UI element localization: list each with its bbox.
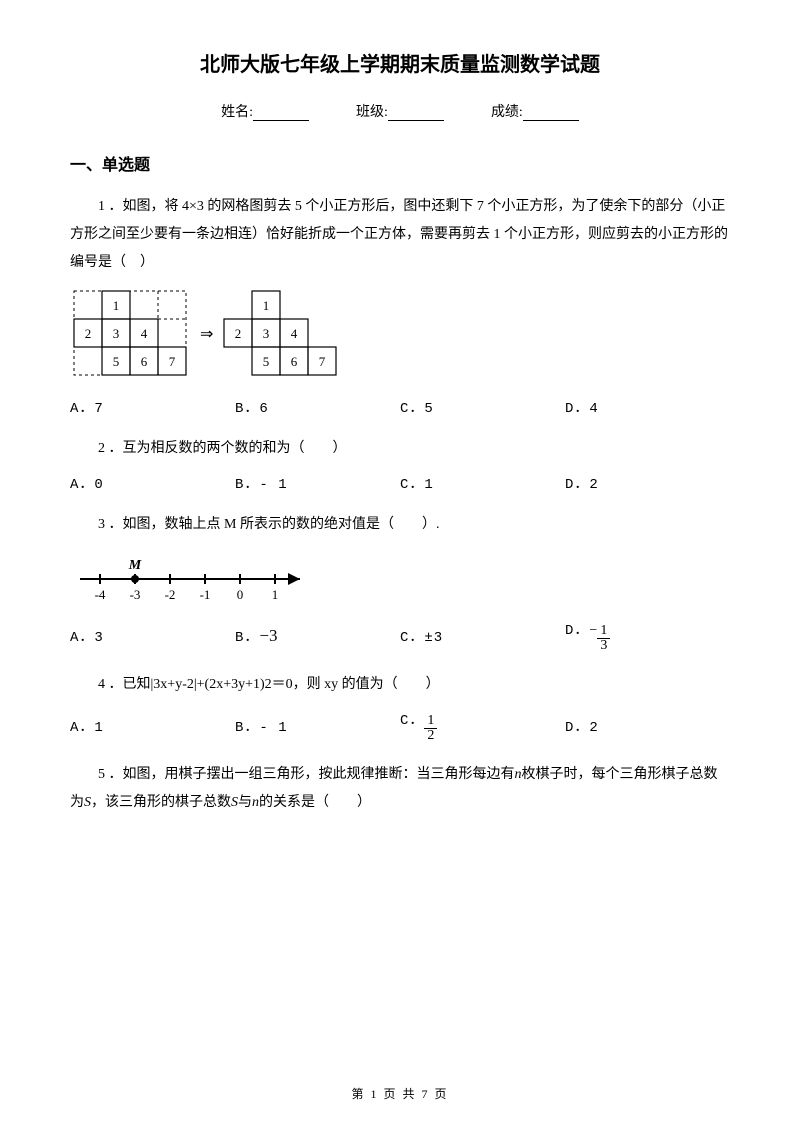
q3-opt-b: B．	[235, 626, 259, 646]
q5-text: 5 ．如图，用棋子摆出一组三角形，按此规律推断：当三角形每边有n枚棋子时，每个三…	[70, 761, 730, 817]
svg-text:6: 6	[141, 354, 148, 369]
q2-opt-d: D．2	[565, 473, 599, 493]
q3-opt-d: D．	[565, 619, 589, 639]
q4-opt-b: B．- 1	[235, 716, 288, 736]
svg-text:M: M	[128, 558, 142, 573]
page-title: 北师大版七年级上学期期末质量监测数学试题	[70, 48, 730, 77]
q1-text: 1 ．如图，将 4×3 的网格图剪去 5 个小正方形后，图中还剩下 7 个小正方…	[70, 193, 730, 277]
svg-text:1: 1	[263, 298, 270, 313]
q4-opt-c-frac: 12	[424, 714, 437, 743]
svg-text:2: 2	[85, 326, 92, 341]
score-label: 成绩:	[491, 105, 523, 120]
question-1: 1 ．如图，将 4×3 的网格图剪去 5 个小正方形后，图中还剩下 7 个小正方…	[70, 193, 730, 417]
q2-options: A．0 B．- 1 C．1 D．2	[70, 473, 730, 493]
svg-text:✂: ✂	[114, 287, 126, 293]
q2-text: 2 ．互为相反数的两个数的和为（ ）	[70, 435, 730, 463]
svg-text:1: 1	[113, 298, 120, 313]
q1-options: A．7 B．6 C．5 D．4	[70, 397, 730, 417]
svg-text:3: 3	[113, 326, 120, 341]
q1-opt-a: A．7	[70, 397, 104, 417]
page-footer: 第 1 页 共 7 页	[0, 1085, 800, 1102]
svg-text:-2: -2	[165, 587, 176, 602]
svg-text:⇒: ⇒	[200, 326, 213, 343]
svg-text:6: 6	[291, 354, 298, 369]
svg-text:-3: -3	[130, 587, 141, 602]
question-3: 3 ．如图，数轴上点 M 所表示的数的绝对值是（ ）. M -4 -3 -2 -…	[70, 511, 730, 653]
section-heading: 一、单选题	[70, 151, 730, 175]
q4-options: A．1 B．- 1 C． 12 D．2	[70, 709, 730, 743]
q2-opt-b: B．- 1	[235, 473, 288, 493]
number-line: M -4 -3 -2 -1 0 1	[70, 549, 330, 609]
question-2: 2 ．互为相反数的两个数的和为（ ） A．0 B．- 1 C．1 D．2	[70, 435, 730, 493]
svg-text:-1: -1	[200, 587, 211, 602]
svg-text:-4: -4	[95, 587, 106, 602]
name-blank	[253, 107, 309, 121]
name-label: 姓名:	[221, 105, 253, 120]
svg-text:4: 4	[291, 326, 298, 341]
q4-text: 4 ．已知|3x+y‐2|+(2x+3y+1)2＝0，则 xy 的值为（ ）	[70, 671, 730, 699]
q4-opt-d: D．2	[565, 716, 599, 736]
svg-text:4: 4	[141, 326, 148, 341]
svg-text:0: 0	[237, 587, 244, 602]
q4-opt-a: A．1	[70, 716, 104, 736]
score-blank	[523, 107, 579, 121]
q3-opt-b-val: −3	[259, 626, 277, 646]
q1-figure: ✂ 1 2 3 4 5 6 7 ⇒ 1 2 3 4	[70, 287, 730, 387]
q3-options: A．3 B．−3 C．±3 D． −13	[70, 619, 730, 653]
svg-text:5: 5	[263, 354, 270, 369]
question-5: 5 ．如图，用棋子摆出一组三角形，按此规律推断：当三角形每边有n枚棋子时，每个三…	[70, 761, 730, 817]
svg-text:7: 7	[169, 354, 176, 369]
svg-text:1: 1	[272, 587, 279, 602]
svg-text:5: 5	[113, 354, 120, 369]
class-blank	[388, 107, 444, 121]
q2-opt-a: A．0	[70, 473, 104, 493]
svg-text:3: 3	[263, 326, 270, 341]
info-line: 姓名: 班级: 成绩:	[70, 101, 730, 121]
q1-opt-c: C．5	[400, 397, 434, 417]
q1-opt-b: B．6	[235, 397, 269, 417]
q3-opt-a: A．3	[70, 626, 104, 646]
q2-opt-c: C．1	[400, 473, 434, 493]
q3-text: 3 ．如图，数轴上点 M 所表示的数的绝对值是（ ）.	[70, 511, 730, 539]
q3-opt-d-frac: 13	[597, 624, 610, 653]
q3-figure: M -4 -3 -2 -1 0 1	[70, 549, 730, 609]
q3-opt-c: C．±3	[400, 626, 443, 646]
q1-opt-d: D．4	[565, 397, 599, 417]
svg-text:2: 2	[235, 326, 242, 341]
q4-opt-c: C．	[400, 709, 424, 729]
class-label: 班级:	[356, 105, 388, 120]
question-4: 4 ．已知|3x+y‐2|+(2x+3y+1)2＝0，则 xy 的值为（ ） A…	[70, 671, 730, 743]
grid-diagram: ✂ 1 2 3 4 5 6 7 ⇒ 1 2 3 4	[70, 287, 350, 387]
svg-text:7: 7	[319, 354, 326, 369]
